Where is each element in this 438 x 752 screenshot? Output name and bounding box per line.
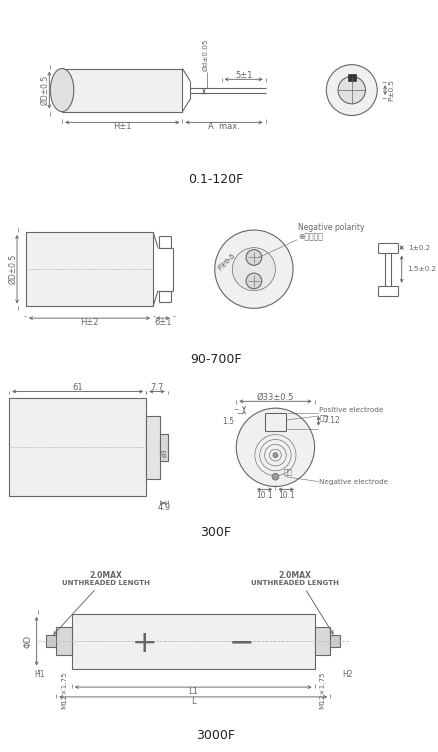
Text: Negative polarity: Negative polarity xyxy=(298,223,364,232)
Bar xyxy=(314,627,330,655)
Text: 2.0MAX: 2.0MAX xyxy=(90,572,123,581)
Circle shape xyxy=(246,250,262,265)
Circle shape xyxy=(338,77,365,104)
Text: UNTHREADED LENGTH: UNTHREADED LENGTH xyxy=(251,581,339,587)
Text: Ø33±0.5: Ø33±0.5 xyxy=(257,393,294,402)
Text: 90-700F: 90-700F xyxy=(190,353,241,366)
Text: ΦD: ΦD xyxy=(24,635,33,647)
Text: −: − xyxy=(229,629,254,657)
Text: 4.9: 4.9 xyxy=(157,502,170,511)
Circle shape xyxy=(273,453,278,458)
Circle shape xyxy=(246,273,262,289)
Bar xyxy=(348,74,356,81)
Text: L1: L1 xyxy=(188,687,198,696)
Bar xyxy=(160,434,168,461)
Circle shape xyxy=(272,473,279,480)
Text: M12×1.75: M12×1.75 xyxy=(61,672,67,709)
Text: ⊕负极标识: ⊕负极标识 xyxy=(298,233,323,242)
Text: 负极: 负极 xyxy=(283,468,292,475)
Circle shape xyxy=(326,65,377,116)
Text: 1.5: 1.5 xyxy=(223,417,234,426)
Bar xyxy=(56,627,72,655)
Text: +: + xyxy=(132,629,158,657)
Text: Ød±0.05: Ød±0.05 xyxy=(203,38,209,71)
Text: 0.1-120F: 0.1-120F xyxy=(188,173,244,186)
Text: ø3: ø3 xyxy=(162,448,168,456)
Text: A  max.: A max. xyxy=(208,122,240,131)
Text: 5±1: 5±1 xyxy=(235,71,252,80)
Text: 10.1: 10.1 xyxy=(256,491,273,500)
Bar xyxy=(146,416,160,478)
Bar xyxy=(72,614,314,669)
Text: 3000F: 3000F xyxy=(196,729,235,742)
Bar xyxy=(9,399,146,496)
Bar xyxy=(62,68,183,111)
Text: ØD±0.5: ØD±0.5 xyxy=(9,254,18,284)
Text: H2: H2 xyxy=(342,671,353,680)
Text: 61: 61 xyxy=(72,383,83,392)
Text: ØD±0.5: ØD±0.5 xyxy=(41,75,50,105)
Circle shape xyxy=(215,230,293,308)
Text: H±2: H±2 xyxy=(80,317,99,326)
Text: P±0.5: P±0.5 xyxy=(217,251,237,271)
Bar xyxy=(46,635,56,647)
Text: 7.7: 7.7 xyxy=(150,383,164,392)
Text: 正极: 正极 xyxy=(319,414,328,421)
Circle shape xyxy=(236,408,314,487)
Bar xyxy=(26,232,153,306)
Text: Negative electrode: Negative electrode xyxy=(319,478,389,484)
Text: UNTHREADED LENGTH: UNTHREADED LENGTH xyxy=(62,581,150,587)
Text: 300F: 300F xyxy=(200,526,231,538)
Text: Positive electrode: Positive electrode xyxy=(319,407,384,413)
Text: H1: H1 xyxy=(34,671,44,680)
Bar xyxy=(330,635,340,647)
Text: L: L xyxy=(191,697,195,706)
Circle shape xyxy=(233,247,276,291)
Text: 1.5±0.2: 1.5±0.2 xyxy=(407,266,436,272)
Text: M12×1.75: M12×1.75 xyxy=(319,672,325,709)
Text: 1±0.2: 1±0.2 xyxy=(408,244,431,250)
Text: 2.0MAX: 2.0MAX xyxy=(279,572,311,581)
Text: 6±1: 6±1 xyxy=(154,317,172,326)
Text: 10.1: 10.1 xyxy=(278,491,295,500)
Text: P±0.5: P±0.5 xyxy=(388,79,394,101)
Ellipse shape xyxy=(50,68,74,111)
Text: 7.12: 7.12 xyxy=(324,417,341,426)
Text: H±1: H±1 xyxy=(113,122,131,131)
